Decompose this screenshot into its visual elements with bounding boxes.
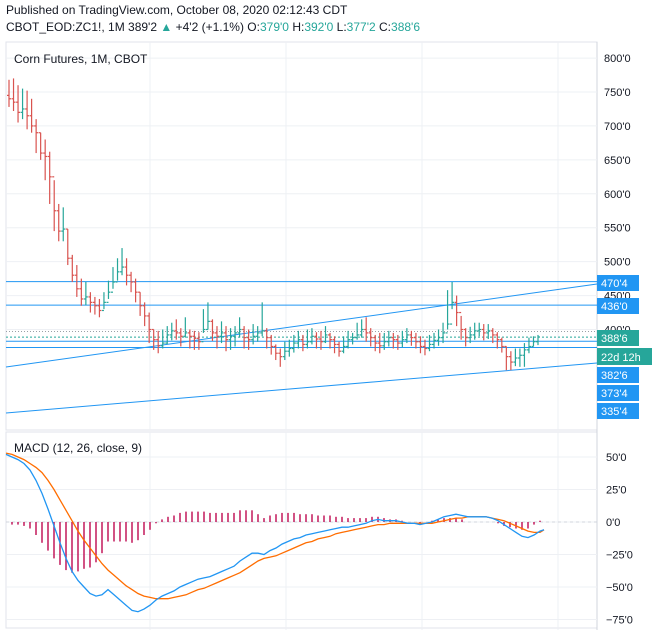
macd-pane-frame (5, 431, 598, 629)
macd-tick-label: −25'0 (606, 550, 633, 562)
level-label-373: 373'4 (601, 388, 628, 400)
low-value: 377'2 (346, 20, 376, 34)
level-label-382-box (597, 367, 639, 383)
last-price: 389'2 (128, 20, 158, 34)
symbol-text: CBOT_EOD:ZC1!, 1M (6, 20, 125, 34)
macd-pane-title: MACD (12, 26, close, 9) (14, 441, 142, 455)
level-label-last-box (597, 330, 639, 346)
price-tick-label: 500'0 (604, 257, 631, 269)
open-value: 379'0 (259, 20, 289, 34)
change-arrow-icon: ▲ (160, 20, 173, 34)
countdown-label-box (597, 348, 652, 365)
published-line: Published on TradingView.com, October 08… (6, 3, 348, 17)
price-tick-label: 750'0 (604, 87, 631, 99)
open-label: O: (247, 20, 260, 34)
level-label-436-box (597, 298, 639, 314)
macd-tick-label: −75'0 (606, 615, 633, 627)
level-label-335: 335'4 (601, 406, 628, 418)
level-label-373-box (597, 385, 639, 401)
close-label: C: (379, 20, 392, 34)
macd-signal-line (5, 452, 545, 600)
level-label-382: 382'6 (601, 370, 628, 382)
low-label: L: (336, 20, 347, 34)
price-tick-label: 600'0 (604, 189, 631, 201)
macd-tick-label: 0'0 (606, 517, 620, 529)
close-value: 388'6 (391, 20, 421, 34)
macd-tick-label: 25'0 (606, 485, 626, 497)
level-label-470: 470'4 (601, 278, 628, 290)
macd-line (5, 453, 545, 613)
level-label-470-box (597, 275, 639, 291)
price-pane-title: Corn Futures, 1M, CBOT (14, 52, 148, 66)
price-tick-label: 800'0 (604, 53, 631, 65)
price-pane-frame (5, 41, 598, 431)
upper-trend-line (5, 283, 598, 368)
level-label-436: 436'0 (601, 301, 628, 313)
price-tick-label: 700'0 (604, 121, 631, 133)
price-tick-label: 550'0 (604, 223, 631, 235)
macd-tick-label: 50'0 (606, 452, 626, 464)
level-label-last: 388'6 (601, 333, 628, 345)
macd-tick-label: −50'0 (606, 582, 633, 594)
price-tick-label: 650'0 (604, 155, 631, 167)
price-change: +4'2 (+1.1%) (175, 20, 244, 34)
level-label-335-box (597, 403, 639, 419)
countdown-label: 22d 12h (601, 352, 641, 364)
lower-trend-line (5, 362, 598, 414)
high-label: H: (292, 20, 305, 34)
high-value: 392'0 (304, 20, 334, 34)
symbol-line: CBOT_EOD:ZC1!, 1M 389'2 ▲ +4'2 (+1.1%) O… (6, 20, 420, 34)
